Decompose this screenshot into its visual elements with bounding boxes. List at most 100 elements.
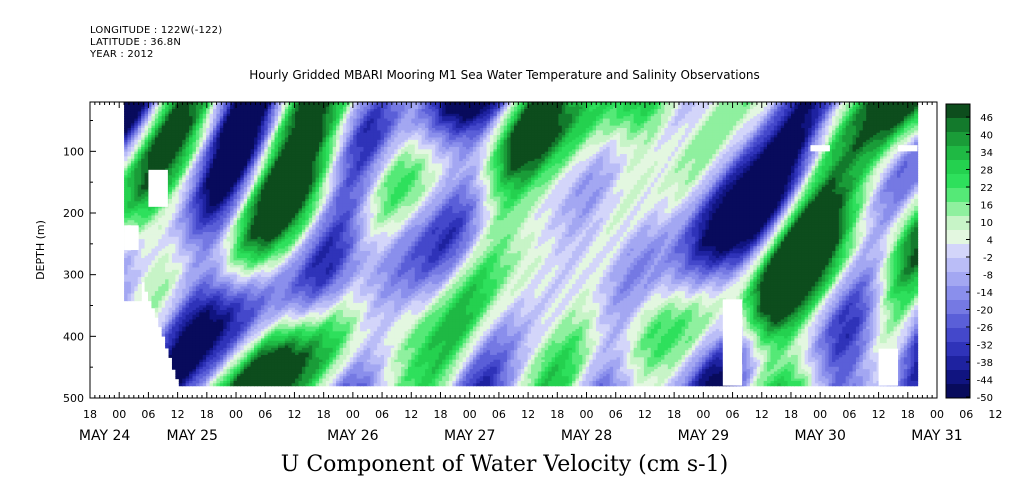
heat-cell — [223, 265, 228, 269]
heat-cell — [213, 128, 218, 131]
heat-cell — [178, 137, 183, 141]
heat-cell — [127, 220, 132, 224]
heat-cell — [216, 236, 221, 240]
heat-cell — [151, 265, 156, 269]
heat-cell — [182, 380, 187, 384]
heat-cell — [134, 123, 139, 127]
heat-cell — [178, 210, 183, 214]
heat-cell — [141, 151, 146, 155]
heat-cell — [195, 137, 200, 141]
heat-cell — [151, 300, 156, 304]
heat-cell — [127, 163, 132, 167]
heat-cell — [178, 227, 183, 231]
heat-cell — [189, 269, 194, 273]
heat-cell — [209, 343, 214, 347]
heat-cell — [192, 302, 197, 306]
heat-cell — [189, 319, 194, 323]
heat-cell — [130, 276, 135, 280]
heat-cell — [223, 144, 228, 148]
heat-cell — [209, 206, 214, 209]
heat-cell — [206, 106, 211, 110]
heat-cell — [124, 156, 129, 160]
heat-cell — [178, 317, 183, 321]
heat-cell — [178, 302, 183, 306]
heat-cell — [161, 255, 166, 259]
heat-cell — [219, 295, 224, 299]
heat-cell — [171, 170, 176, 174]
heat-cell — [209, 317, 214, 321]
heat-cell — [154, 260, 159, 264]
heat-cell — [206, 274, 211, 278]
heat-cell — [223, 163, 228, 167]
heat-cell — [206, 177, 211, 181]
heat-cell — [175, 194, 180, 198]
heat-cell — [206, 340, 211, 344]
heat-cell — [216, 250, 221, 254]
heat-cell — [206, 241, 211, 245]
heat-cell — [137, 161, 142, 165]
heat-cell — [223, 380, 228, 384]
heat-cell — [130, 220, 135, 224]
heat-cell — [223, 272, 228, 276]
heat-cell — [209, 139, 214, 143]
heat-cell — [219, 135, 224, 139]
heat-cell — [175, 357, 180, 361]
heat-cell — [223, 319, 228, 323]
heat-cell — [151, 130, 156, 134]
heat-cell — [189, 338, 194, 342]
heat-cell — [175, 196, 180, 200]
heat-cell — [209, 288, 214, 292]
heat-cell — [195, 336, 200, 339]
heat-cell — [158, 163, 163, 167]
heat-cell — [178, 281, 183, 285]
heat-cell — [223, 248, 228, 252]
heat-cell — [189, 104, 194, 108]
heat-cell — [148, 284, 153, 287]
heat-cell — [175, 246, 180, 250]
heat-cell — [137, 125, 142, 129]
heat-cell — [195, 184, 200, 188]
heat-cell — [185, 163, 190, 167]
heat-cell — [148, 125, 153, 129]
heat-cell — [226, 274, 231, 278]
heat-cell — [199, 118, 204, 122]
heat-cell — [216, 175, 221, 179]
heat-cell — [134, 255, 139, 259]
heat-cell — [192, 123, 197, 127]
heat-cell — [209, 302, 214, 306]
heat-cell — [189, 293, 194, 297]
heat-cell — [141, 222, 146, 226]
heat-cell — [175, 130, 180, 134]
heat-cell — [226, 146, 231, 150]
heat-cell — [154, 253, 159, 257]
heat-cell — [195, 232, 200, 235]
heat-cell — [192, 343, 197, 347]
heat-cell — [209, 369, 214, 373]
heat-cell — [223, 113, 228, 117]
heat-cell — [189, 146, 194, 150]
heat-cell — [130, 116, 135, 120]
heat-cell — [141, 120, 146, 124]
heat-cell — [219, 118, 224, 122]
heat-cell — [219, 246, 224, 250]
heat-cell — [168, 232, 173, 235]
heat-cell — [165, 333, 170, 337]
heat-cell — [213, 248, 218, 252]
heat-cell — [226, 248, 231, 252]
heat-cell — [202, 312, 207, 316]
heat-cell — [144, 189, 149, 193]
heat-cell — [223, 269, 228, 273]
heat-cell — [144, 102, 149, 105]
heat-cell — [216, 248, 221, 252]
heat-cell — [124, 279, 129, 283]
heat-cell — [216, 220, 221, 224]
heat-cell — [195, 149, 200, 153]
heat-cell — [213, 350, 218, 354]
heat-cell — [182, 328, 187, 332]
heat-cell — [202, 111, 207, 115]
heat-cell — [182, 220, 187, 224]
heat-cell — [154, 255, 159, 259]
heat-cell — [161, 144, 166, 148]
heat-cell — [199, 345, 204, 349]
heat-cell — [134, 274, 139, 278]
